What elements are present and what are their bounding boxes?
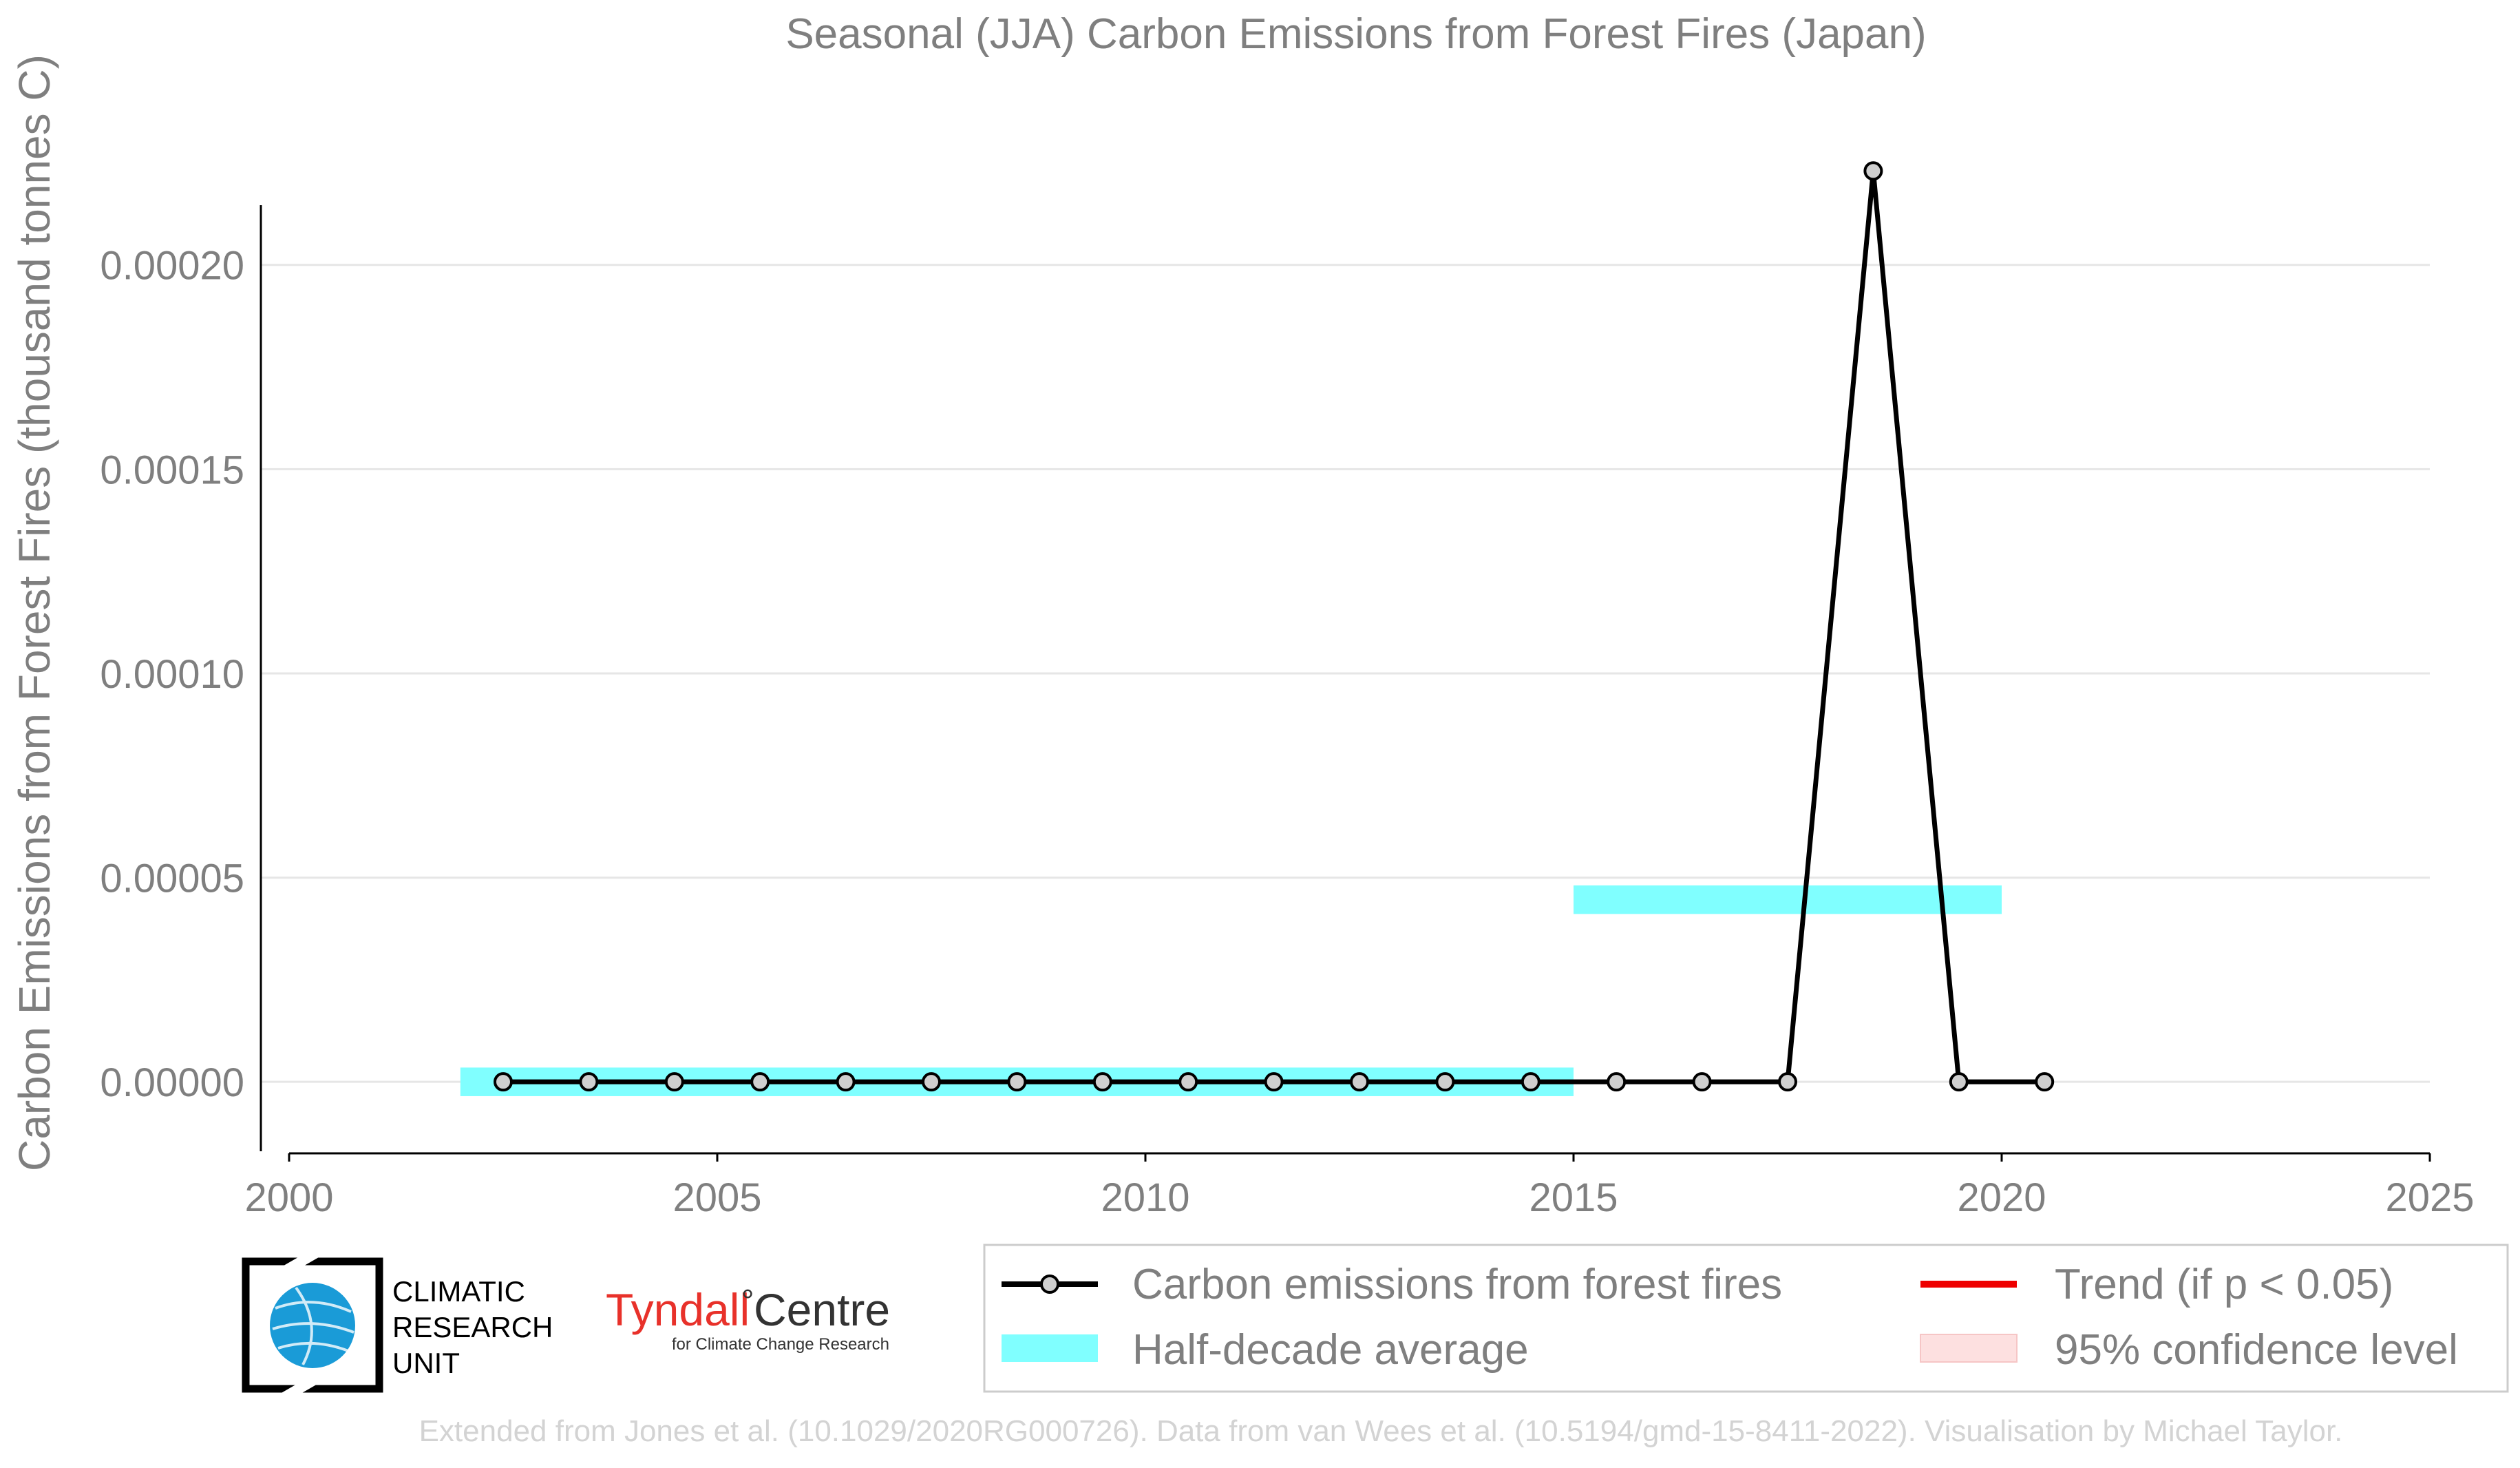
grid [261, 264, 2430, 1083]
data-point [1692, 1072, 1712, 1092]
data-series [494, 161, 2055, 1092]
cru-logo: CLIMATIC RESEARCH UNIT [242, 1255, 553, 1396]
y-tick-label: 0.00005 [100, 857, 244, 901]
tyndall-logo-name: Tyndall [606, 1284, 750, 1335]
tyndall-logo-subtitle: for Climate Change Research [672, 1335, 889, 1354]
legend-confidence-patch-icon [1920, 1334, 2018, 1363]
cru-logo-notch [275, 1255, 324, 1270]
data-point [922, 1072, 941, 1092]
series-line [503, 170, 2045, 1084]
data-point [836, 1072, 856, 1092]
data-point [750, 1072, 770, 1092]
x-tick-label: 2020 [1957, 1175, 2046, 1220]
x-tick-label: 2025 [2385, 1175, 2474, 1220]
cru-logo-line-2: RESEARCH [392, 1311, 553, 1343]
legend-label-average: Half-decade average [1132, 1326, 1529, 1374]
data-point [1521, 1072, 1540, 1092]
y-tick-labels: 0.00000 0.00005 0.00010 0.00015 0.00020 [100, 244, 244, 1105]
chart-title: Seasonal (JJA) Carbon Emissions from For… [785, 10, 1926, 58]
data-point [664, 1072, 684, 1092]
half-decade-average-bars [460, 885, 2002, 1096]
legend-label-trend: Trend (if p < 0.05) [2055, 1261, 2393, 1308]
cru-logo-notch-bottom [275, 1381, 324, 1396]
data-point [1264, 1072, 1284, 1092]
y-tick-label: 0.00020 [100, 244, 244, 289]
tyndall-logo-centre: Centre [754, 1284, 890, 1335]
data-point [1778, 1072, 1797, 1092]
data-point [1092, 1072, 1112, 1092]
cru-logo-frame [242, 1257, 383, 1393]
y-axis-label: Carbon Emissions from Forest Fires (thou… [10, 54, 59, 1171]
half-decade-average-bar [1574, 885, 2002, 914]
data-point [1007, 1072, 1027, 1092]
data-point [1863, 161, 1883, 181]
tyndall-logo-degree: ° [741, 1283, 754, 1319]
cru-logo-line-1: CLIMATIC [392, 1275, 525, 1308]
data-point [494, 1072, 513, 1092]
data-point [1607, 1072, 1627, 1092]
data-point [1435, 1072, 1455, 1092]
data-point [1350, 1072, 1369, 1092]
cru-globe-lines [272, 1286, 354, 1365]
legend-series-marker-icon [1040, 1275, 1059, 1294]
x-tick-label: 2000 [244, 1175, 333, 1220]
legend-label-series: Carbon emissions from forest fires [1132, 1261, 1782, 1308]
legend-average-patch-icon [1002, 1334, 1098, 1362]
credit-text: Extended from Jones et al. (10.1029/2020… [419, 1414, 2343, 1448]
x-tick-label: 2015 [1529, 1175, 1618, 1220]
y-tick-label: 0.00015 [100, 448, 244, 492]
data-point [2035, 1072, 2055, 1092]
legend-label-confidence: 95% confidence level [2055, 1326, 2458, 1374]
legend-frame [983, 1244, 2509, 1393]
cru-logo-line-3: UNIT [392, 1347, 460, 1379]
x-tick-label: 2010 [1101, 1175, 1189, 1220]
tyndall-logo: Tyndall ° Centre for Climate Change Rese… [606, 1283, 890, 1354]
y-tick-label: 0.00000 [100, 1060, 244, 1105]
y-tick-label: 0.00010 [100, 652, 244, 697]
data-point [1949, 1072, 1969, 1092]
x-tick-label: 2005 [673, 1175, 761, 1220]
x-tick-labels: 2000 2005 2010 2015 2020 2025 [244, 1153, 2475, 1220]
data-point [579, 1072, 599, 1092]
legend: Carbon emissions from forest fires Half-… [983, 1244, 2509, 1393]
data-point [1178, 1072, 1198, 1092]
